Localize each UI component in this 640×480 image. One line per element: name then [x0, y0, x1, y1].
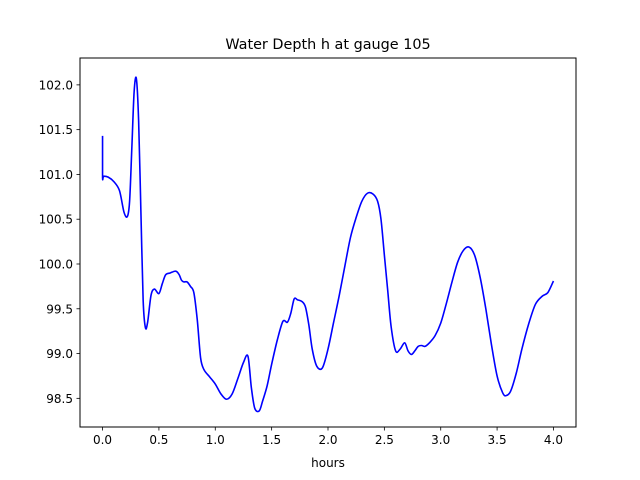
y-axis: 98.5 99.0 99.5 100.0 100.5 101.0 101.5 102.0 [39, 78, 80, 406]
y-tick-label: 99.0 [46, 347, 73, 361]
y-tick-label: 101.5 [39, 123, 73, 137]
x-axis: 0.0 0.5 1.0 1.5 2.0 2.5 3.0 3.5 4.0 [93, 427, 563, 447]
x-tick-label: 0.0 [93, 433, 112, 447]
x-tick-label: 3.0 [431, 433, 450, 447]
x-tick-label: 3.5 [488, 433, 507, 447]
y-tick-label: 100.0 [39, 257, 73, 271]
chart-title: Water Depth h at gauge 105 [225, 37, 430, 53]
y-tick-label: 102.0 [39, 78, 73, 92]
series-line [101, 76, 555, 413]
x-tick-label: 0.5 [149, 433, 168, 447]
y-tick-label: 100.5 [39, 213, 73, 227]
x-tick-label: 1.0 [206, 433, 225, 447]
y-tick-label: 101.0 [39, 168, 73, 182]
y-tick-label: 99.5 [46, 302, 73, 316]
x-tick-label: 2.5 [375, 433, 394, 447]
x-tick-label: 1.5 [262, 433, 281, 447]
x-axis-label: hours [311, 456, 345, 470]
x-tick-label: 2.0 [318, 433, 337, 447]
x-tick-label: 4.0 [544, 433, 563, 447]
y-tick-label: 98.5 [46, 392, 73, 406]
